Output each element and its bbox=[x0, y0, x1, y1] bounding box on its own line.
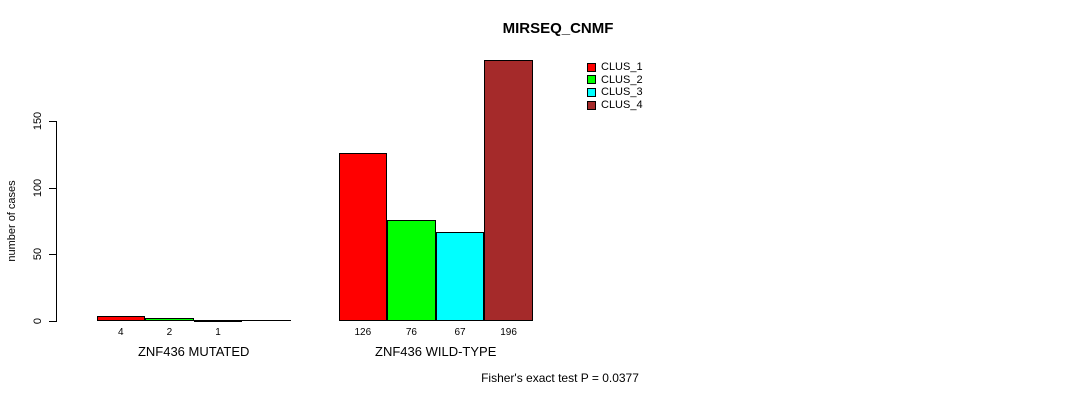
legend-label: CLUS_3 bbox=[601, 86, 643, 99]
bar-value-label: 76 bbox=[405, 327, 417, 338]
fisher-test-note: Fisher's exact test P = 0.0377 bbox=[481, 371, 639, 385]
y-tick-label: 0 bbox=[32, 317, 44, 325]
legend-swatch bbox=[587, 100, 596, 110]
bar-value-label: 2 bbox=[166, 327, 173, 338]
y-tick bbox=[49, 188, 56, 189]
legend-item: CLUS_1 bbox=[587, 61, 643, 74]
y-tick bbox=[49, 321, 56, 322]
bar bbox=[338, 153, 388, 321]
bar bbox=[145, 318, 194, 321]
bar-value-label: 1 bbox=[215, 327, 221, 338]
y-tick bbox=[49, 254, 56, 255]
y-axis-line bbox=[56, 121, 57, 322]
legend-swatch bbox=[587, 62, 596, 72]
legend-swatch bbox=[587, 75, 596, 85]
legend-label: CLUS_1 bbox=[601, 61, 643, 74]
bar bbox=[96, 315, 146, 321]
y-axis-title: number of cases bbox=[6, 180, 18, 262]
legend: CLUS_1 CLUS_2 CLUS_3 CLUS_4 bbox=[587, 61, 643, 111]
bar-value-label: 67 bbox=[454, 327, 466, 338]
chart-title: MIRSEQ_CNMF bbox=[502, 20, 614, 37]
legend-item: CLUS_2 bbox=[587, 74, 643, 87]
bar bbox=[387, 219, 436, 321]
bar bbox=[435, 231, 485, 321]
legend-item: CLUS_3 bbox=[587, 86, 643, 99]
y-tick-label: 50 bbox=[32, 248, 44, 261]
bar bbox=[484, 59, 533, 321]
legend-label: CLUS_4 bbox=[601, 99, 643, 112]
bar-value-label: 196 bbox=[500, 327, 517, 338]
y-tick bbox=[49, 121, 56, 122]
bar bbox=[193, 319, 243, 322]
y-tick-label: 100 bbox=[32, 178, 44, 197]
legend-swatch bbox=[587, 87, 596, 97]
bar-value-label: 126 bbox=[354, 327, 372, 338]
group-label: ZNF436 MUTATED bbox=[137, 344, 250, 359]
group-label: ZNF436 WILD-TYPE bbox=[375, 344, 497, 359]
legend-label: CLUS_2 bbox=[601, 73, 643, 86]
legend-item: CLUS_4 bbox=[587, 99, 643, 112]
bar-value-label: 4 bbox=[118, 327, 124, 338]
bar-zero-line bbox=[242, 320, 291, 321]
y-tick-label: 150 bbox=[32, 111, 44, 131]
